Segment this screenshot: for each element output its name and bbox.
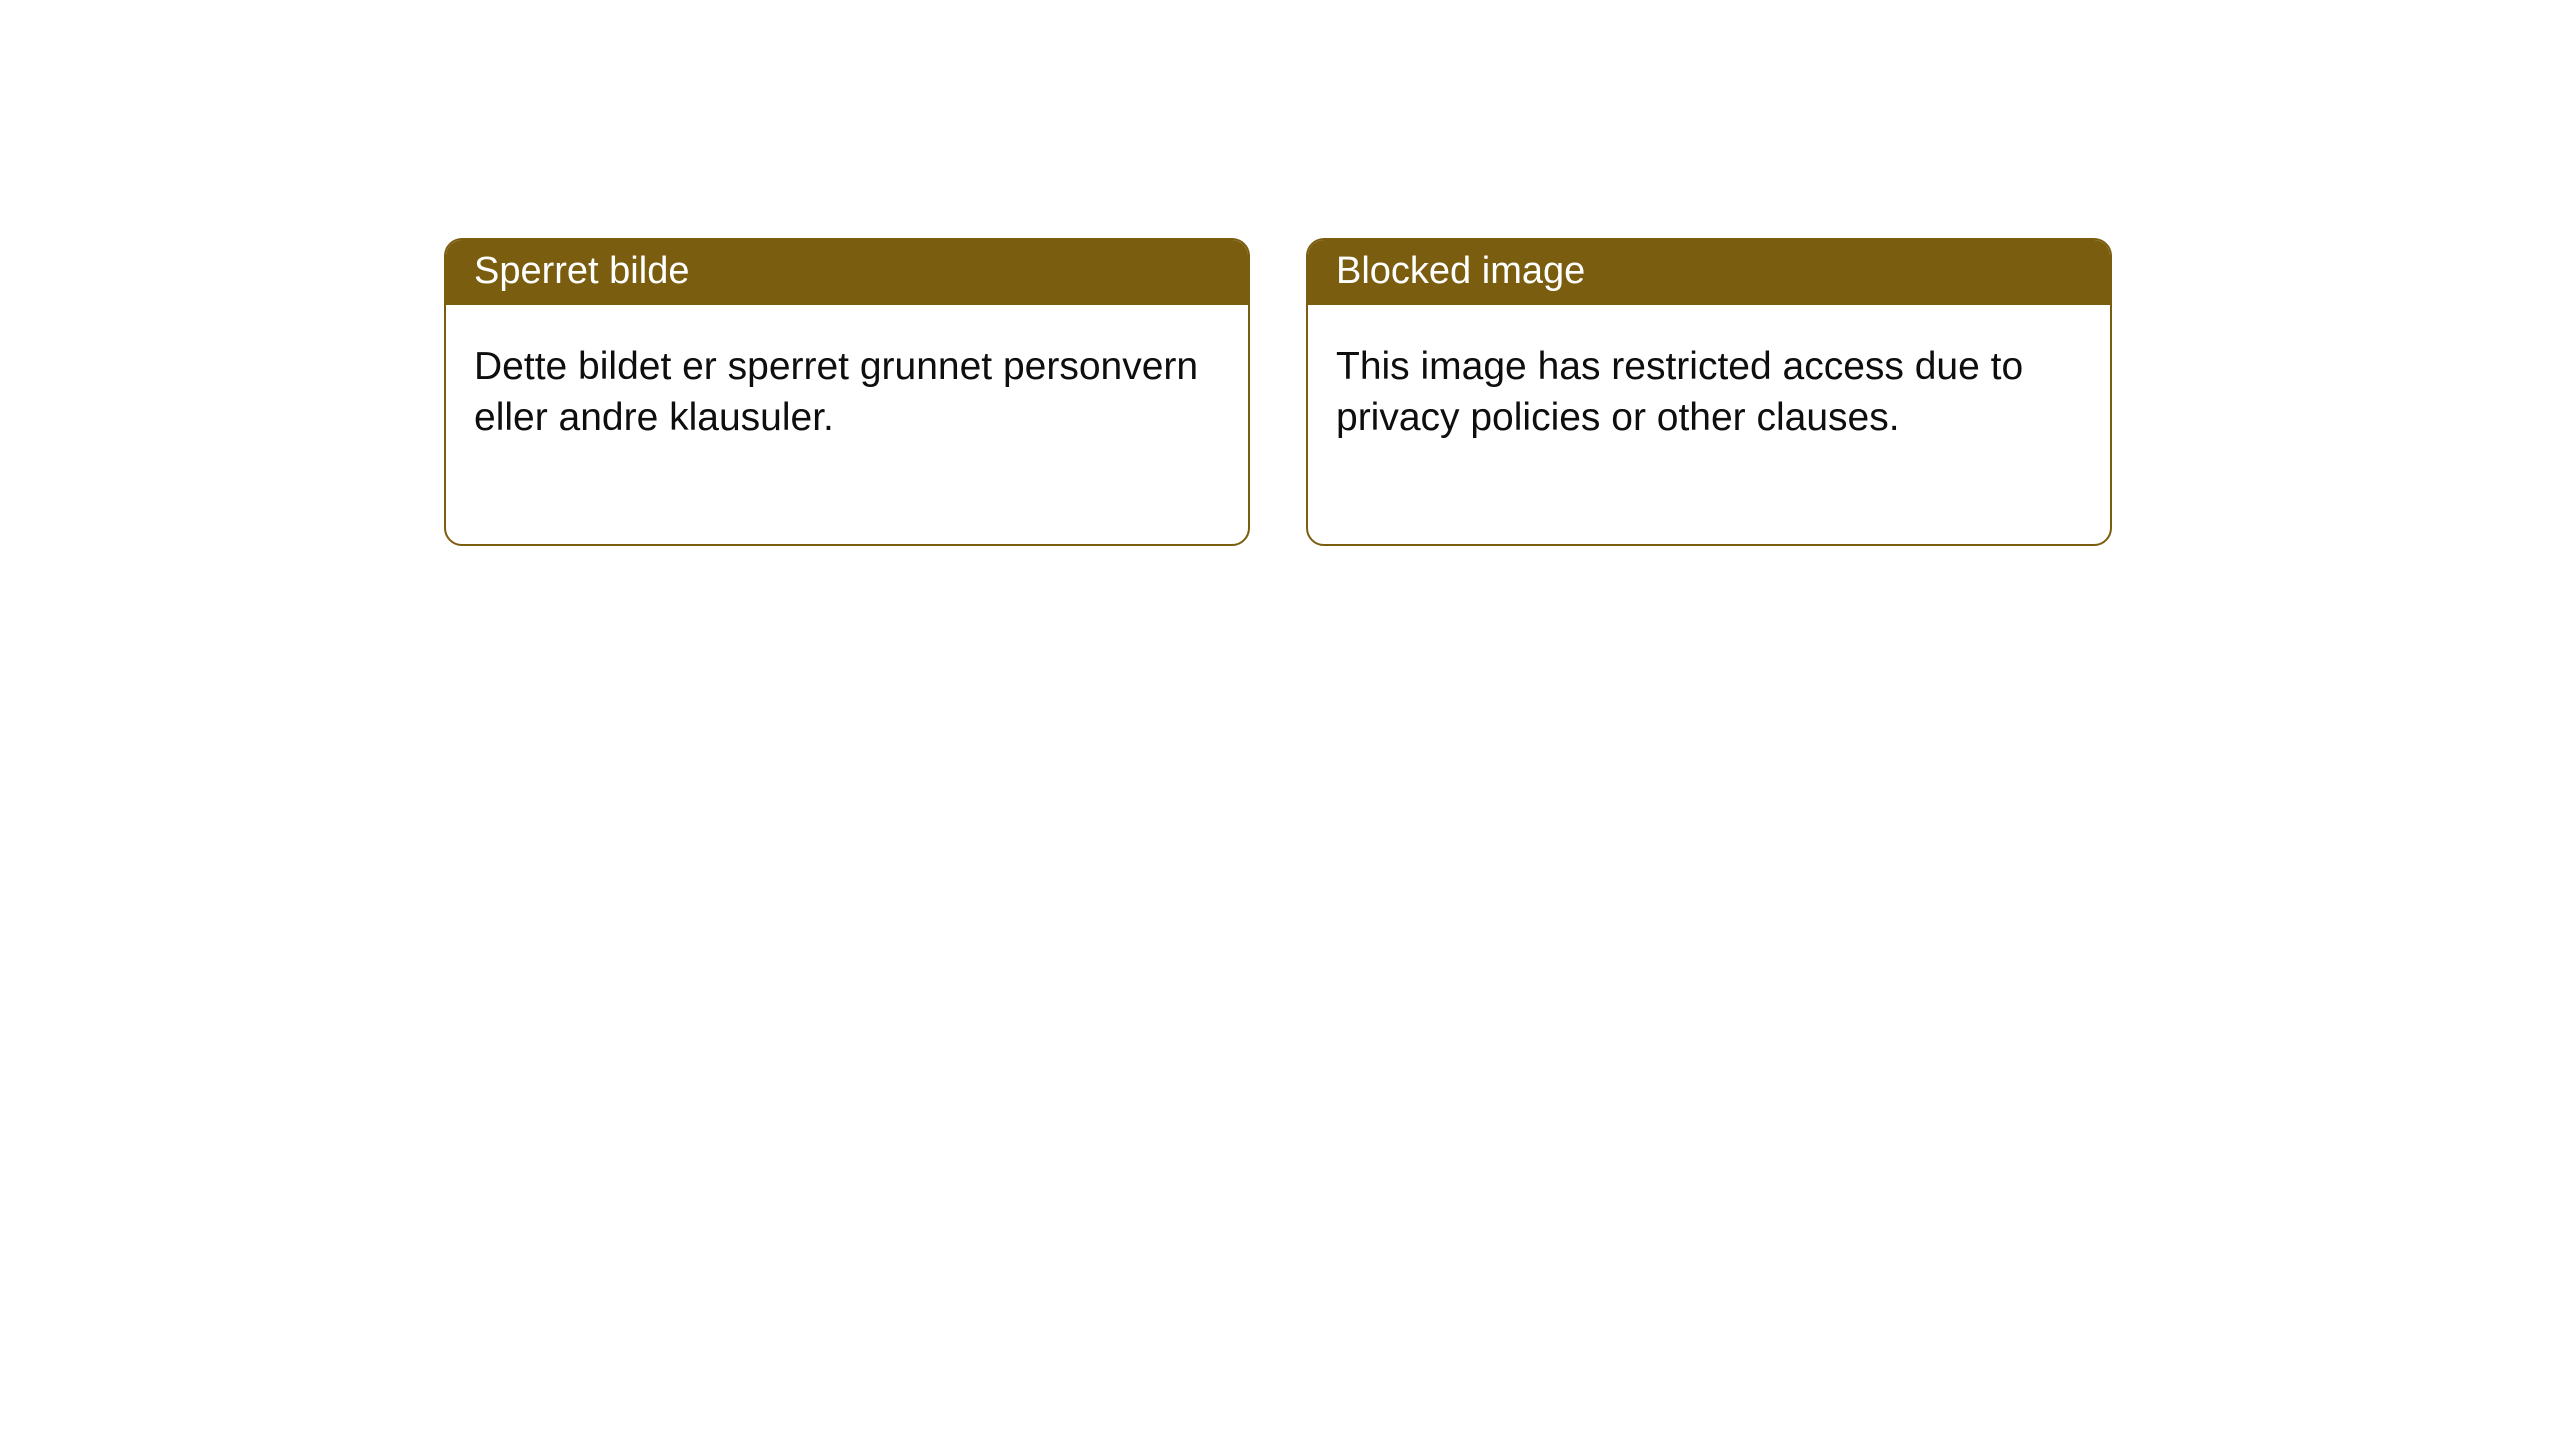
- notice-card-norwegian: Sperret bilde Dette bildet er sperret gr…: [444, 238, 1250, 546]
- notice-card-title: Sperret bilde: [446, 240, 1248, 305]
- notice-card-body: This image has restricted access due to …: [1308, 305, 2110, 544]
- notice-card-title: Blocked image: [1308, 240, 2110, 305]
- notice-container: Sperret bilde Dette bildet er sperret gr…: [0, 0, 2560, 546]
- notice-card-body: Dette bildet er sperret grunnet personve…: [446, 305, 1248, 544]
- notice-card-english: Blocked image This image has restricted …: [1306, 238, 2112, 546]
